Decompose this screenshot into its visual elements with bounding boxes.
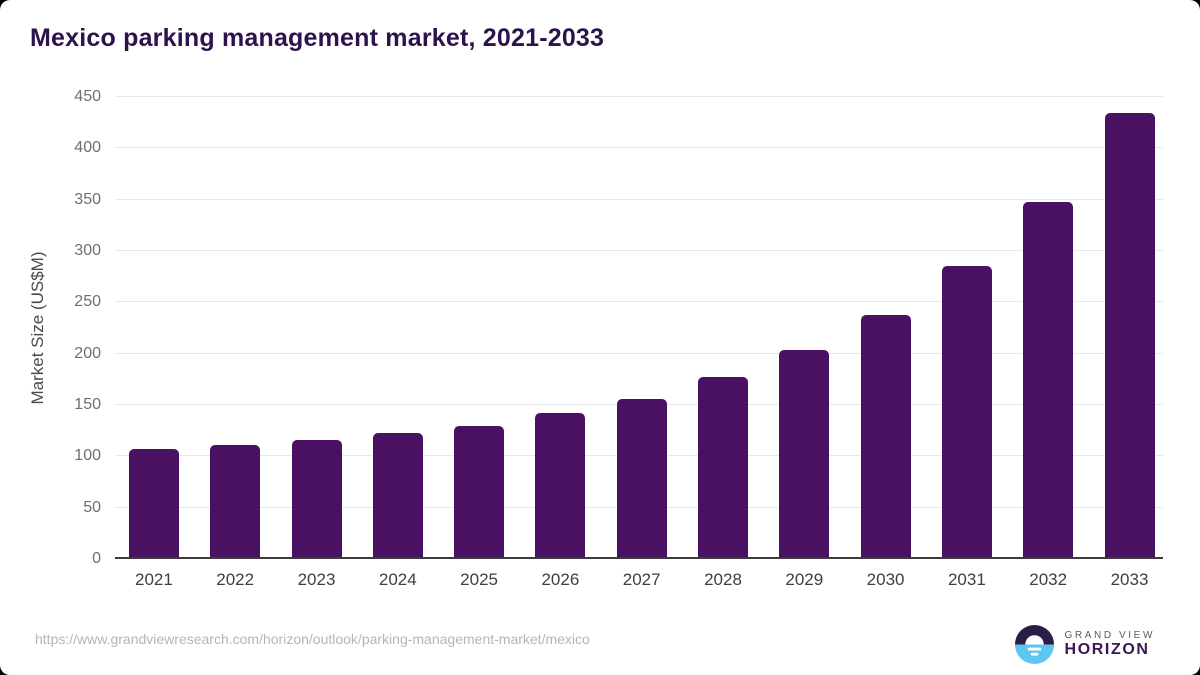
logo-brand-bottom: HORIZON [1064, 641, 1150, 659]
x-tick-label-2026: 2026 [541, 570, 580, 589]
x-tick-label-2021: 2021 [134, 570, 173, 589]
source-url: https://www.grandviewresearch.com/horizo… [35, 631, 590, 647]
y-tick-label-150: 150 [74, 396, 101, 413]
gridline-350 [115, 198, 1163, 200]
y-tick-label-0: 0 [92, 550, 101, 567]
y-tick-label-200: 200 [74, 344, 101, 362]
x-tick-label-2029: 2029 [785, 570, 824, 589]
y-axis-title: Market Size (US$M) [28, 251, 47, 405]
y-tick-label-250: 250 [74, 293, 101, 311]
x-tick-label-2028: 2028 [704, 570, 742, 589]
bar-2030[interactable] [860, 315, 911, 559]
bar-2022[interactable] [210, 445, 261, 559]
chart-title: Mexico parking management market, 2021-2… [30, 24, 605, 52]
x-tick-label-2022: 2022 [216, 570, 255, 589]
x-tick-label-2033: 2033 [1110, 570, 1149, 589]
logo-brand-top: GRAND VIEW [1064, 629, 1155, 641]
x-tick-label-2032: 2032 [1029, 570, 1068, 589]
bar-2025[interactable] [454, 426, 505, 559]
logo-text: GRAND VIEW HORIZON [1065, 630, 1155, 660]
x-tick-label-2031: 2031 [947, 570, 986, 589]
horizon-sun-icon [1013, 623, 1056, 666]
bar-2031[interactable] [941, 266, 992, 559]
y-tick-label-450: 450 [74, 88, 101, 105]
x-tick-label-2023: 2023 [297, 570, 336, 589]
bar-2024[interactable] [372, 433, 423, 559]
bar-2033[interactable] [1104, 113, 1155, 559]
bar-2026[interactable] [535, 413, 586, 559]
gridline-450 [115, 96, 1163, 97]
y-tick-label-50: 50 [83, 498, 101, 516]
x-tick-label-2024: 2024 [378, 570, 417, 589]
gridline-300 [115, 250, 1163, 251]
grand-view-horizon-logo[interactable]: GRAND VIEW HORIZON [1013, 623, 1155, 666]
bar-2029[interactable] [779, 350, 830, 559]
x-tick-label-2027: 2027 [622, 570, 661, 589]
y-tick-label-100: 100 [74, 447, 101, 465]
gridline-200 [115, 352, 1163, 354]
y-tick-label-400: 400 [74, 139, 101, 157]
y-tick-label-300: 300 [74, 242, 101, 259]
x-axis-line [115, 557, 1163, 559]
x-tick-label-2030: 2030 [866, 570, 905, 589]
gridline-250 [115, 301, 1163, 303]
bar-2028[interactable] [698, 377, 748, 559]
bar-2027[interactable] [616, 399, 667, 559]
bar-2021[interactable] [128, 449, 179, 559]
gridline-400 [115, 147, 1163, 149]
y-tick-label-350: 350 [74, 190, 101, 208]
bar-2023[interactable] [291, 440, 342, 559]
plot-area: 0 50 100 150 200 250 300 350 400 450 2021 2022 2023 2… [74, 88, 1163, 589]
x-tick-label-2025: 2025 [460, 570, 498, 589]
bar-2032[interactable] [1023, 202, 1074, 559]
